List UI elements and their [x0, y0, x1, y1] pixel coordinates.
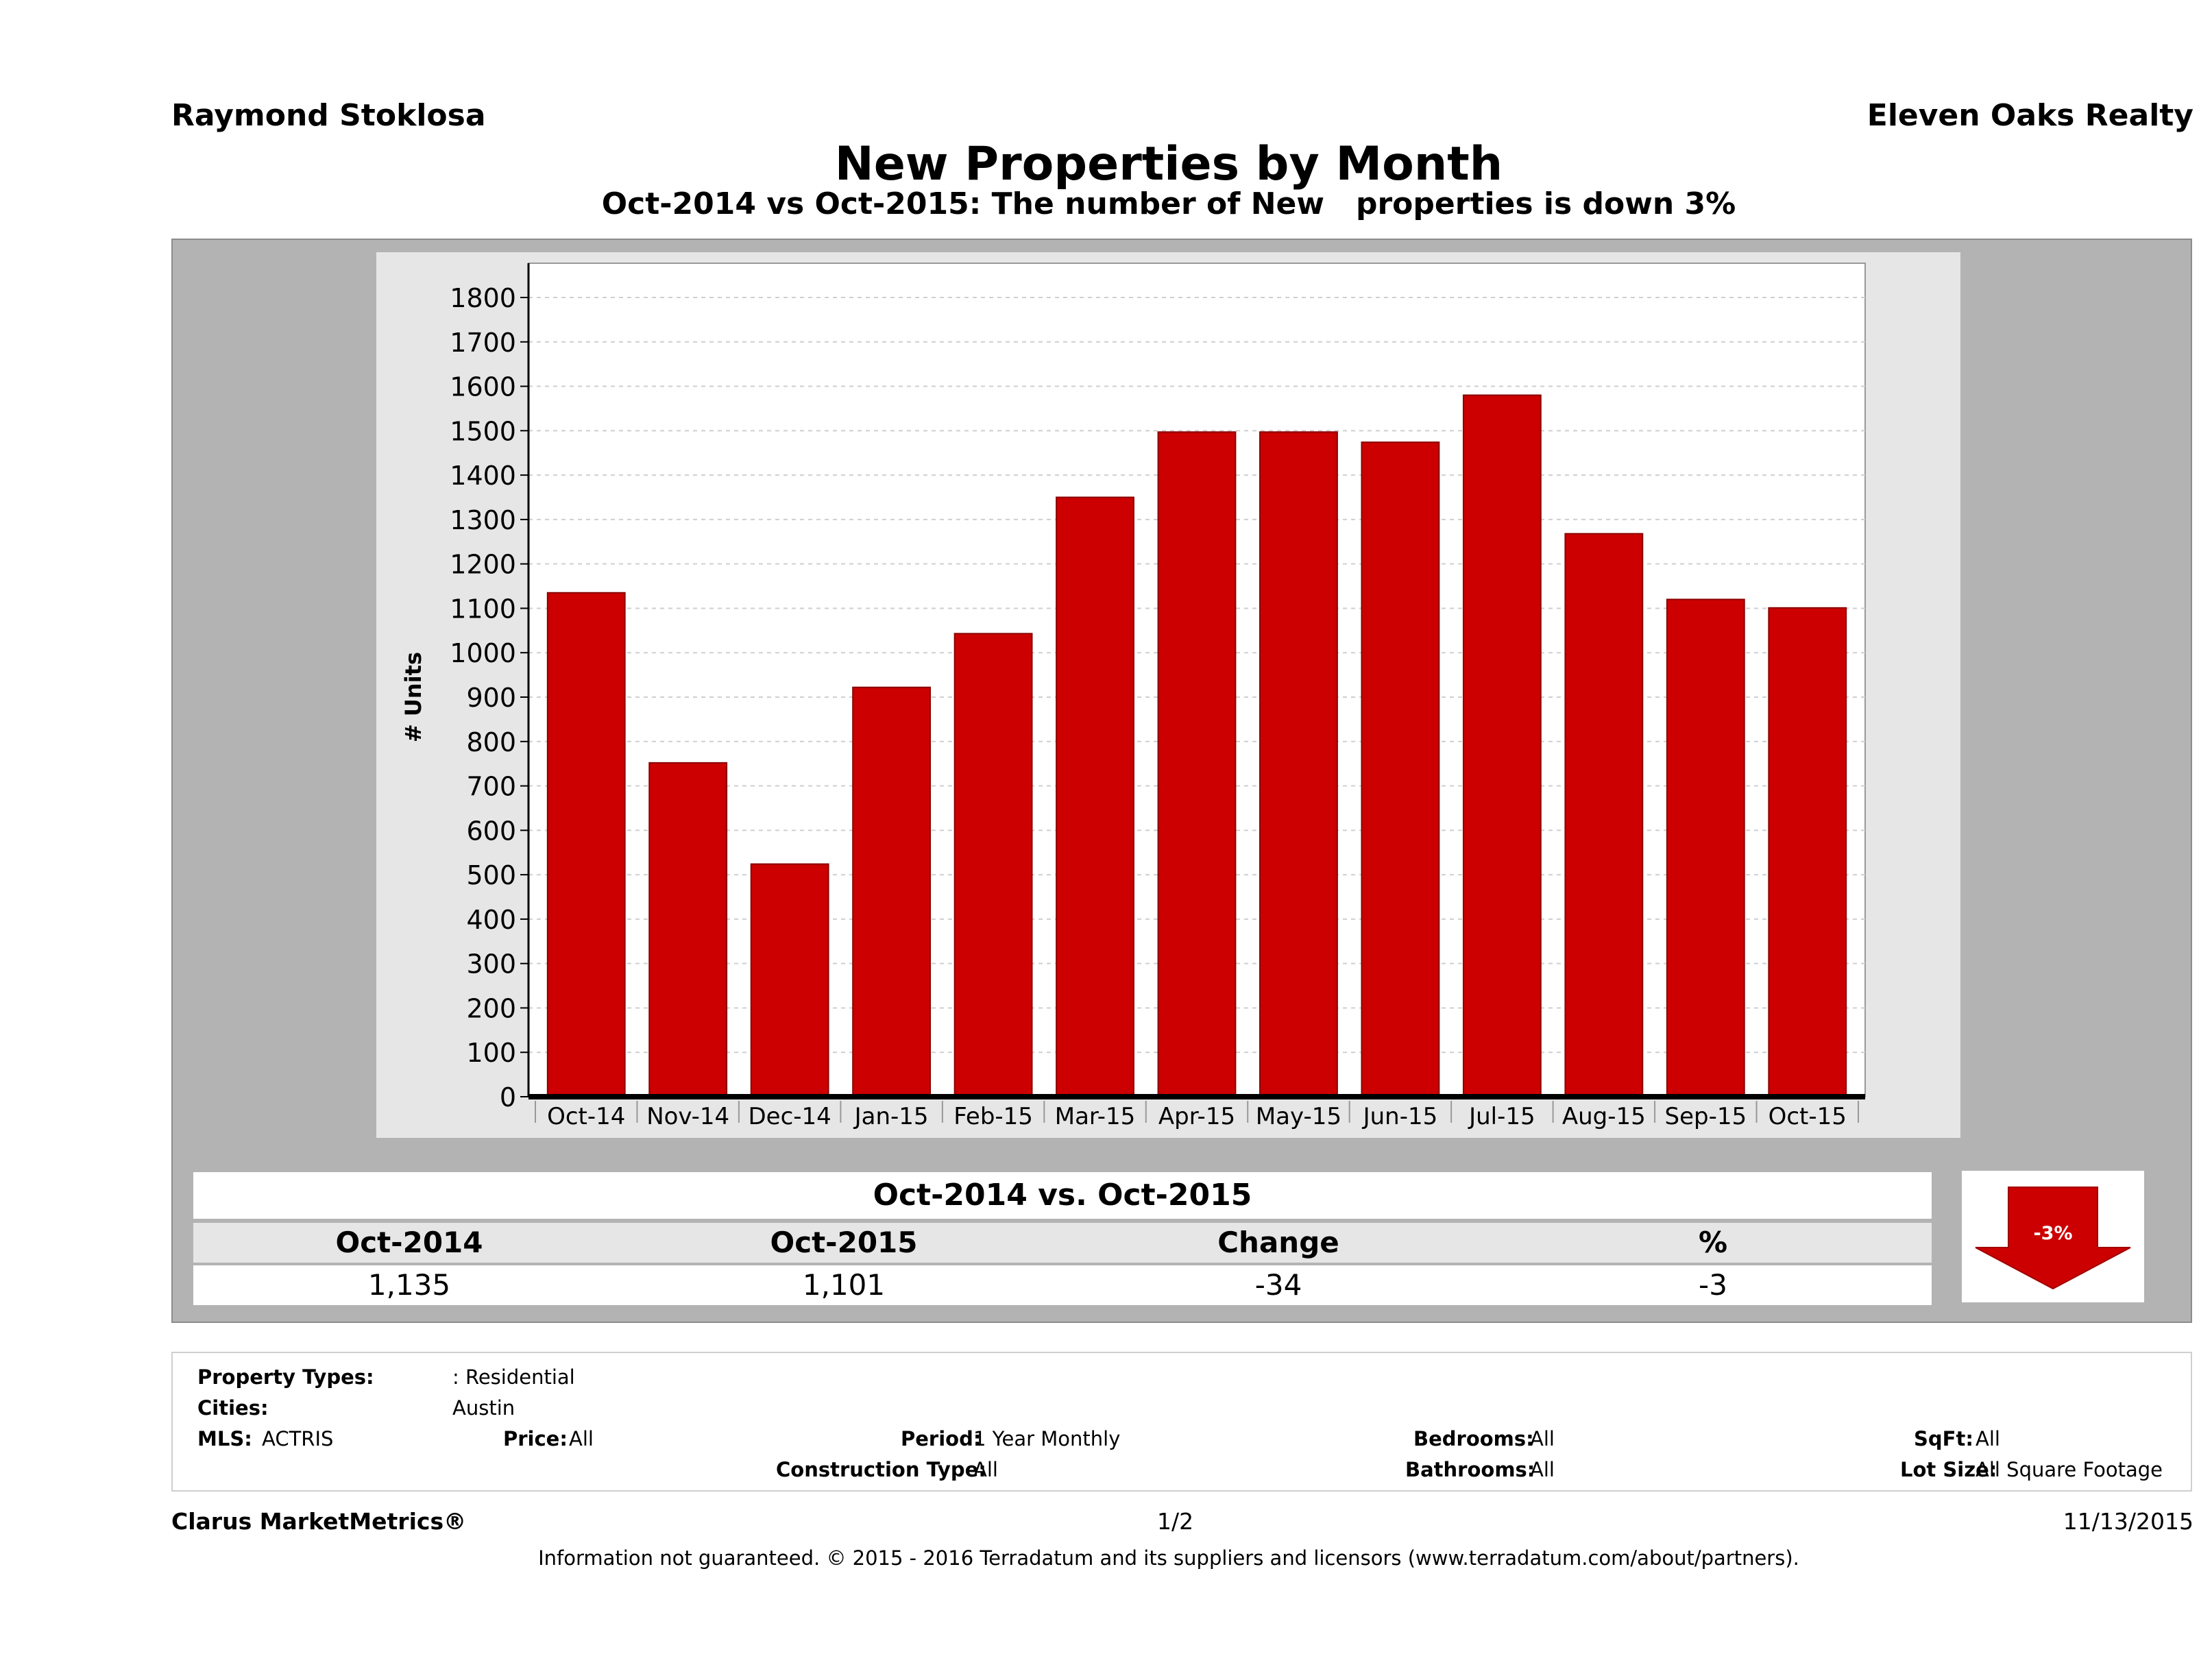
- construction-type-value: All: [973, 1458, 998, 1481]
- x-tick-label: Dec-14: [748, 1103, 831, 1130]
- lot-size-label: Lot Size:: [1900, 1458, 1997, 1481]
- y-tick-label: 0: [500, 1082, 516, 1112]
- value-change: -34: [1254, 1268, 1302, 1302]
- y-tick-label: 700: [466, 772, 516, 802]
- property-types-label: Property Types:: [197, 1365, 374, 1389]
- y-tick-label: 1300: [450, 505, 516, 535]
- down-arrow-icon: -3%: [1975, 1187, 2131, 1290]
- y-tick-label: 800: [466, 727, 516, 757]
- mls-value: ACTRIS: [262, 1427, 334, 1450]
- comparison-header-row: Oct-2014 Oct-2015 Change %: [193, 1223, 1932, 1263]
- bathrooms-label: Bathrooms:: [1405, 1458, 1535, 1481]
- bar-dec-14: [750, 863, 829, 1097]
- bar-aug-15: [1564, 533, 1644, 1097]
- sqft-label: SqFt:: [1914, 1427, 1973, 1450]
- trend-percent-label: -3%: [2033, 1223, 2072, 1244]
- lot-size-value: All Square Footage: [1976, 1458, 2163, 1481]
- page-number: 1/2: [1157, 1508, 1194, 1535]
- y-tick-label: 1700: [450, 328, 516, 358]
- comparison-title: Oct-2014 vs. Oct-2015: [193, 1172, 1932, 1219]
- y-tick-label: 1500: [450, 416, 516, 446]
- x-tick-label: Jun-15: [1362, 1103, 1438, 1130]
- bedrooms-label: Bedrooms:: [1413, 1427, 1534, 1450]
- period-value: 1 Year Monthly: [973, 1427, 1121, 1450]
- header-percent: %: [1698, 1226, 1728, 1259]
- disclaimer: Information not guaranteed. © 2015 - 201…: [538, 1546, 1799, 1570]
- x-tick-label: Feb-15: [953, 1103, 1033, 1130]
- y-tick-label: 500: [466, 860, 516, 890]
- x-tick-label: Jan-15: [853, 1103, 929, 1130]
- product-name: Clarus MarketMetrics®: [171, 1508, 467, 1535]
- bar-mar-15: [1056, 496, 1134, 1097]
- report-date: 11/13/2015: [2063, 1508, 2193, 1535]
- x-tick-label: Nov-14: [646, 1103, 729, 1130]
- property-types-value: : Residential: [452, 1365, 575, 1389]
- y-tick-label: 200: [466, 993, 516, 1023]
- x-tick-label: Oct-15: [1769, 1103, 1847, 1130]
- agent-name: Raymond Stoklosa: [171, 98, 486, 133]
- y-axis-label: # Units: [400, 652, 426, 742]
- comparison-value-row: 1,135 1,101 -34 -3: [193, 1265, 1932, 1305]
- value-percent: -3: [1699, 1268, 1727, 1302]
- x-tick-label: Aug-15: [1562, 1103, 1646, 1130]
- x-tick-label: Sep-15: [1664, 1103, 1747, 1130]
- price-value: All: [569, 1427, 594, 1450]
- bar-oct-15: [1768, 607, 1847, 1097]
- bar-chart: 0 100 200 300 400 500 600 700 800 900 1000 1100 1200…: [400, 263, 1866, 1130]
- bar-may-15: [1259, 431, 1338, 1097]
- bar-sep-15: [1666, 598, 1745, 1097]
- y-tick-label: 400: [466, 905, 516, 935]
- bar-jun-15: [1361, 441, 1440, 1098]
- header-oct-2015: Oct-2015: [770, 1226, 918, 1259]
- y-tick-label: 300: [466, 949, 516, 980]
- y-tick-label: 1000: [450, 638, 516, 668]
- bar-nov-14: [648, 762, 728, 1097]
- bathrooms-value: All: [1530, 1458, 1555, 1481]
- x-tick-label: Mar-15: [1055, 1103, 1136, 1130]
- x-tick-label: Jul-15: [1468, 1103, 1535, 1130]
- x-tick-label: May-15: [1256, 1103, 1341, 1130]
- construction-type-label: Construction Type:: [776, 1458, 986, 1481]
- cities-value: Austin: [452, 1396, 515, 1420]
- price-label: Price:: [503, 1427, 568, 1450]
- bar-apr-15: [1157, 431, 1237, 1097]
- bar-jan-15: [852, 686, 932, 1097]
- chart-subtitle: Oct-2014 vs Oct-2015: The number of New …: [601, 186, 1736, 221]
- y-tick-label: 900: [466, 683, 516, 713]
- y-tick-label: 1600: [450, 372, 516, 402]
- y-tick-label: 1800: [450, 283, 516, 313]
- header-change: Change: [1217, 1226, 1339, 1259]
- value-oct-2014: 1,135: [367, 1268, 451, 1302]
- brokerage-name: Eleven Oaks Realty: [1867, 98, 2193, 133]
- criteria-box: Property Types: : Residential Cities: Au…: [171, 1352, 2192, 1492]
- bedrooms-value: All: [1530, 1427, 1555, 1450]
- trend-indicator: -3%: [1962, 1171, 2144, 1302]
- x-tick-label: Oct-14: [547, 1103, 625, 1130]
- header-oct-2014: Oct-2014: [335, 1226, 483, 1259]
- sqft-value: All: [1976, 1427, 2000, 1450]
- y-tick-label: 600: [466, 816, 516, 846]
- bar-feb-15: [953, 633, 1033, 1097]
- y-tick-label: 1200: [450, 550, 516, 580]
- x-tick-label: Apr-15: [1158, 1103, 1235, 1130]
- y-tick-label: 100: [466, 1038, 516, 1068]
- mls-label: MLS:: [197, 1427, 252, 1450]
- y-tick-label: 1100: [450, 594, 516, 624]
- chart-title: New Properties by Month: [834, 137, 1503, 191]
- cities-label: Cities:: [197, 1396, 269, 1420]
- value-oct-2015: 1,101: [802, 1268, 886, 1302]
- period-label: Period:: [901, 1427, 982, 1450]
- y-tick-label: 1400: [450, 461, 516, 491]
- bar-jul-15: [1462, 394, 1542, 1097]
- bar-oct-14: [546, 592, 626, 1097]
